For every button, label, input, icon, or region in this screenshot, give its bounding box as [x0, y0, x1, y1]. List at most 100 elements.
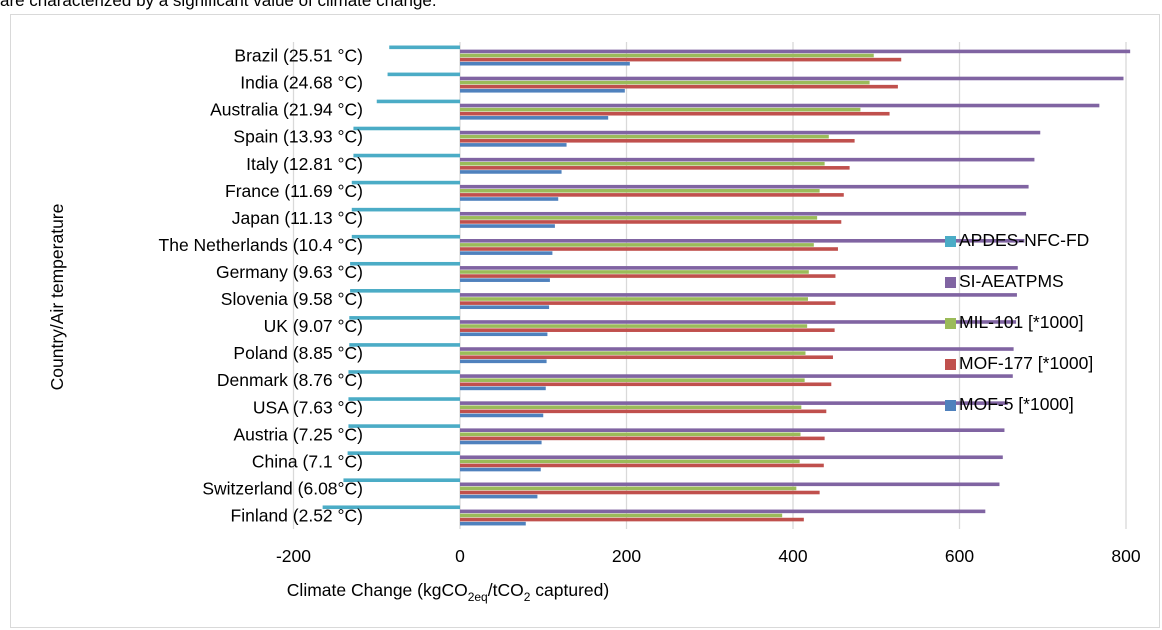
bar-mof-177-1000--2 [460, 111, 890, 116]
bar-mil-101-1000--10 [460, 324, 808, 328]
x-tick-label: 800 [1111, 546, 1140, 566]
bar-apdes-nfc-fd-0 [389, 45, 460, 50]
category-label: USA (7.63 °C) [253, 397, 363, 417]
legend-swatch [945, 277, 956, 288]
category-label: Australia (21.94 °C) [210, 100, 363, 120]
bar-mil-101-1000--7 [460, 243, 814, 247]
category-label: Poland (8.85 °C) [233, 343, 363, 363]
bar-apdes-nfc-fd-3 [353, 126, 460, 131]
category-label: UK (9.07 °C) [264, 316, 363, 336]
bar-mof-177-1000--0 [460, 57, 902, 62]
bar-mof-5-1000--12 [460, 386, 546, 391]
bar-mil-101-1000--6 [460, 216, 818, 220]
category-label: Switzerland (6.08°C) [202, 478, 363, 498]
bar-mof-177-1000--10 [460, 328, 835, 332]
x-tick-label: 600 [945, 546, 974, 566]
legend-label: MOF-177 [*1000] [959, 353, 1093, 373]
y-axis-title: Country/Air temperature [47, 204, 67, 391]
legend-label: MOF-5 [*1000] [959, 394, 1074, 414]
bar-mof-5-1000--15 [460, 467, 541, 472]
bar-apdes-nfc-fd-12 [348, 370, 460, 374]
bar-mof-5-1000--6 [460, 224, 555, 228]
bar-mof-177-1000--9 [460, 301, 836, 305]
chart-frame: Brazil (25.51 °C) India (24.68 °C) Austral… [10, 14, 1160, 628]
bar-apdes-nfc-fd-11 [349, 343, 460, 347]
gridlines [292, 42, 1127, 529]
x-axis-title-part: Climate Change (kgCO [287, 580, 468, 600]
bar-mof-5-1000--10 [460, 332, 548, 337]
bar-mof-177-1000--5 [460, 193, 844, 197]
figure-caption: are characterized by a significant value… [0, 0, 437, 10]
bar-apdes-nfc-fd-2 [376, 99, 460, 104]
bar-si-aeatpms-6 [460, 211, 1027, 216]
bar-si-aeatpms-11 [460, 347, 1014, 351]
category-label: Spain (13.93 °C) [233, 127, 363, 147]
bar-mof-177-1000--12 [460, 382, 832, 387]
x-tick-label: 0 [455, 546, 465, 566]
bar-mof-177-1000--15 [460, 463, 824, 468]
bar-mof-177-1000--6 [460, 220, 842, 224]
bar-mil-101-1000--17 [460, 513, 783, 518]
x-axis-title: Climate Change (kgCO2eq/tCO2 captured) [287, 580, 609, 604]
bar-si-aeatpms-12 [460, 374, 1013, 378]
bar-apdes-nfc-fd-4 [353, 153, 460, 158]
bar-mof-177-1000--16 [460, 490, 820, 495]
bar-si-aeatpms-7 [460, 239, 1025, 243]
category-label: India (24.68 °C) [240, 73, 363, 93]
bar-mil-101-1000--1 [460, 80, 870, 85]
bar-mof-5-1000--9 [460, 305, 550, 310]
legend-label: APDES-NFC-FD [959, 230, 1089, 250]
bar-si-aeatpms-3 [460, 130, 1041, 135]
category-label: Finland (2.52 °C) [231, 505, 363, 525]
bar-mof-5-1000--13 [460, 413, 544, 418]
bar-mil-101-1000--8 [460, 270, 809, 274]
bar-mil-101-1000--16 [460, 486, 797, 491]
category-label: Japan (11.13 °C) [232, 208, 363, 228]
bar-mof-177-1000--8 [460, 274, 836, 278]
bar-series-group [322, 45, 1131, 526]
bar-mof-5-1000--11 [460, 359, 547, 364]
x-axis-title-subscript: 2eq [468, 590, 488, 604]
category-label: The Netherlands (10.4 °C) [159, 235, 363, 255]
x-axis-title-part: captured) [530, 580, 609, 600]
legend-label: MIL-101 [*1000] [959, 312, 1084, 332]
bar-si-aeatpms-13 [460, 401, 1008, 405]
legend: APDES-NFC-FD SI-AEATPMS MIL-101 [*1000] MOF… [945, 230, 1093, 414]
bar-apdes-nfc-fd-10 [349, 316, 460, 320]
category-label: Germany (9.63 °C) [216, 262, 363, 282]
bar-mof-5-1000--0 [460, 61, 630, 66]
bar-mof-5-1000--16 [460, 494, 538, 499]
category-label: Brazil (25.51 °C) [234, 46, 363, 66]
bar-si-aeatpms-8 [460, 266, 1018, 270]
legend-swatch [945, 359, 956, 370]
bar-apdes-nfc-fd-14 [348, 424, 460, 428]
category-label: Italy (12.81 °C) [246, 154, 363, 174]
category-label: Austria (7.25 °C) [233, 424, 363, 444]
bar-mof-177-1000--3 [460, 138, 855, 143]
bar-apdes-nfc-fd-6 [351, 207, 460, 212]
category-label: Denmark (8.76 °C) [217, 370, 363, 390]
bar-mil-101-1000--11 [460, 351, 806, 355]
bar-apdes-nfc-fd-9 [350, 289, 460, 293]
x-tick-label: 400 [778, 546, 807, 566]
bar-mof-5-1000--14 [460, 440, 542, 445]
bar-mof-5-1000--7 [460, 251, 553, 255]
x-tick-labels: -20002004006008001000 [276, 546, 1141, 566]
bar-mof-177-1000--17 [460, 517, 804, 522]
bar-mil-101-1000--13 [460, 405, 802, 410]
bar-mil-101-1000--3 [460, 134, 829, 139]
bar-mof-177-1000--14 [460, 436, 825, 441]
bar-mil-101-1000--9 [460, 297, 808, 301]
bar-si-aeatpms-5 [460, 184, 1029, 189]
category-label: Slovenia (9.58 °C) [221, 289, 363, 309]
category-label: China (7.1 °C) [252, 451, 363, 471]
bar-si-aeatpms-17 [460, 509, 986, 514]
bar-mof-177-1000--13 [460, 409, 827, 414]
bar-mof-177-1000--11 [460, 355, 833, 360]
bar-mil-101-1000--5 [460, 188, 820, 193]
bar-mil-101-1000--14 [460, 432, 801, 437]
bar-mil-101-1000--15 [460, 459, 800, 464]
bar-mof-5-1000--5 [460, 197, 559, 201]
bar-si-aeatpms-10 [460, 320, 1017, 324]
bar-si-aeatpms-16 [460, 482, 1000, 487]
